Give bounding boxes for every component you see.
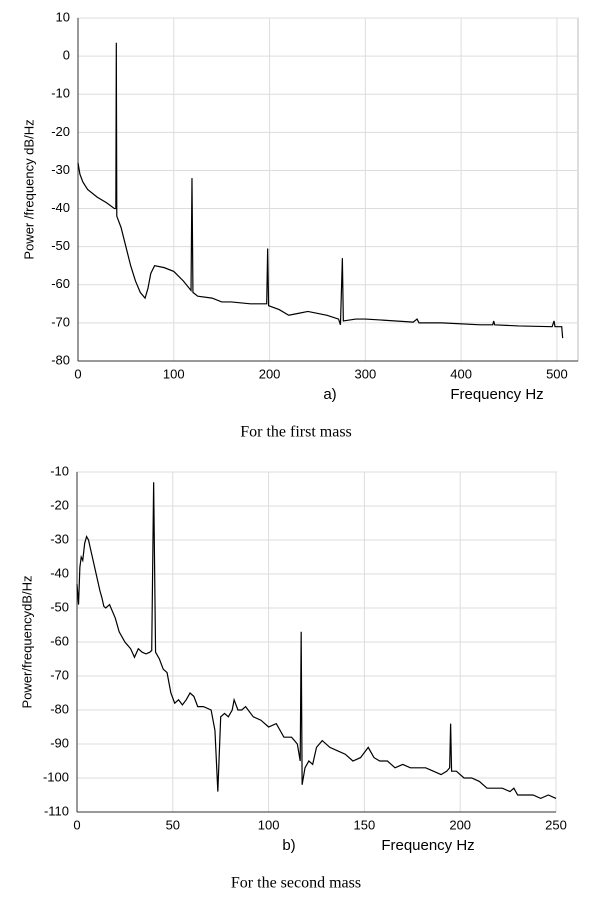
x-tick-label: 300 — [355, 366, 377, 381]
y-tick-label: -100 — [43, 769, 69, 784]
x-tick-label: 250 — [545, 817, 567, 832]
caption: For the first mass — [240, 424, 352, 441]
data-line — [77, 42, 564, 339]
x-axis-label: Frequency Hz — [450, 386, 543, 403]
x-tick-label: 200 — [259, 366, 281, 381]
y-tick-label: -90 — [50, 735, 69, 750]
x-tick-label: 500 — [546, 366, 568, 381]
y-tick-label: 0 — [63, 48, 70, 63]
x-tick-label: 200 — [449, 817, 471, 832]
caption: For the second mass — [231, 875, 361, 892]
y-tick-label: -80 — [50, 701, 69, 716]
y-tick-label: -70 — [51, 314, 70, 329]
y-tick-label: -10 — [50, 463, 69, 478]
plot-frame — [77, 17, 579, 362]
data-line — [76, 482, 557, 800]
x-tick-label: 150 — [354, 817, 376, 832]
y-tick-label: -70 — [50, 667, 69, 682]
y-tick-label: -40 — [50, 565, 69, 580]
y-tick-label: -110 — [44, 803, 69, 818]
y-tick-label: -20 — [50, 497, 69, 512]
y-tick-label: -10 — [51, 86, 70, 101]
x-tick-label: 0 — [74, 366, 81, 381]
y-tick-label: -30 — [50, 531, 69, 546]
y-tick-label: -60 — [50, 633, 69, 648]
y-axis-label: Power /frequency dB/Hz — [21, 119, 36, 259]
x-tick-label: 100 — [163, 366, 185, 381]
x-tick-label: 400 — [450, 366, 472, 381]
y-tick-label: -50 — [51, 238, 70, 253]
x-tick-label: 0 — [73, 817, 80, 832]
annotation: b) — [282, 837, 295, 854]
x-tick-label: 100 — [258, 817, 280, 832]
y-tick-label: -30 — [51, 162, 70, 177]
x-tick-label: 50 — [166, 817, 180, 832]
annotation: a) — [323, 386, 336, 403]
y-tick-label: -80 — [51, 352, 70, 367]
x-axis-label: Frequency Hz — [381, 837, 474, 854]
y-axis-label: Power/frequencydB/Hz — [19, 576, 34, 709]
y-tick-label: -20 — [51, 124, 70, 139]
y-tick-label: 10 — [56, 9, 70, 24]
y-tick-label: -60 — [51, 276, 70, 291]
y-tick-label: -40 — [51, 200, 70, 215]
y-tick-label: -50 — [50, 599, 69, 614]
